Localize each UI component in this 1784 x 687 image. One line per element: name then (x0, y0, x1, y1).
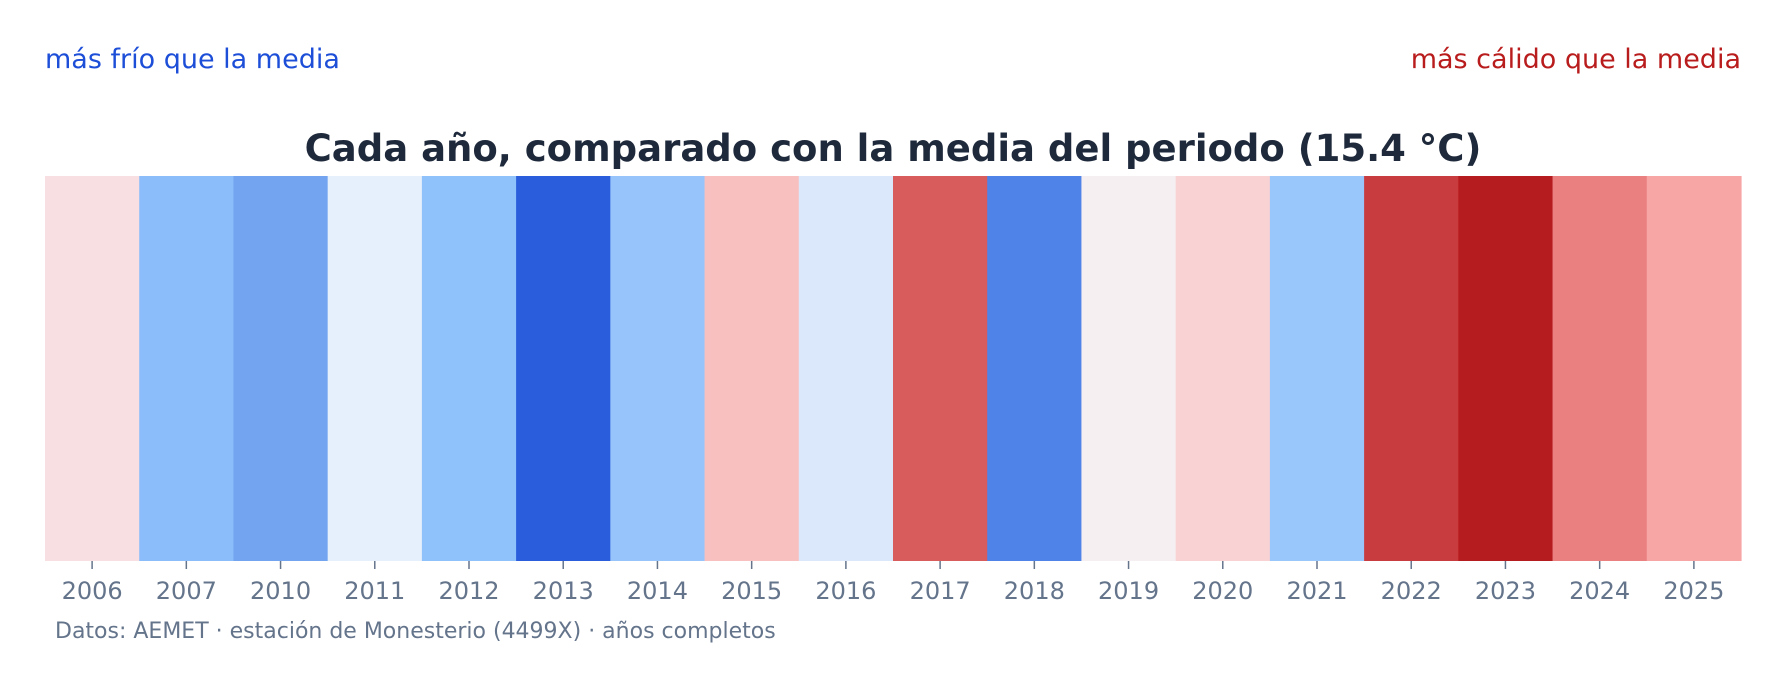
stripe-2015 (704, 176, 800, 561)
x-tick-label-2018: 2018 (1004, 577, 1065, 605)
legend-warmer-label: más cálido que la media (1411, 44, 1741, 75)
x-tick-label-2025: 2025 (1663, 577, 1724, 605)
chart-title: Cada año, comparado con la media del per… (305, 127, 1482, 170)
stripes-group (45, 176, 1742, 561)
x-tick-label-2014: 2014 (627, 577, 688, 605)
x-tick-label-2019: 2019 (1098, 577, 1159, 605)
x-tick-label-2010: 2010 (250, 577, 311, 605)
x-tick-label-2012: 2012 (438, 577, 499, 605)
stripe-2007 (139, 176, 235, 561)
stripe-2017 (893, 176, 988, 561)
stripe-2024 (1552, 176, 1648, 561)
stripe-2006 (45, 176, 140, 561)
x-tick-label-2024: 2024 (1569, 577, 1630, 605)
stripe-2013 (516, 176, 611, 561)
legend-colder-label: más frío que la media (45, 44, 340, 75)
stripe-2019 (1081, 176, 1177, 561)
stripe-2025 (1646, 176, 1742, 561)
stripe-2016 (798, 176, 894, 561)
stripe-2012 (421, 176, 517, 561)
stripe-2020 (1175, 176, 1271, 561)
stripe-2022 (1364, 176, 1459, 561)
x-tick-label-2017: 2017 (910, 577, 971, 605)
x-axis-tick-labels: 2006 2007 2010 2011 2012 2013 2014 2015 2016 2017… (62, 577, 1725, 605)
x-tick-label-2015: 2015 (721, 577, 782, 605)
x-tick-label-2016: 2016 (815, 577, 876, 605)
source-note: Datos: AEMET · estación de Monesterio (4… (55, 619, 776, 644)
x-tick-label-2007: 2007 (156, 577, 217, 605)
x-tick-label-2011: 2011 (344, 577, 405, 605)
stripe-2011 (327, 176, 423, 561)
stripe-2021 (1269, 176, 1365, 561)
x-tick-label-2020: 2020 (1192, 577, 1253, 605)
stripe-2018 (987, 176, 1083, 561)
stripe-2014 (610, 176, 706, 561)
x-axis-ticks (91, 561, 1695, 569)
x-tick-label-2023: 2023 (1475, 577, 1536, 605)
stripe-2010 (233, 176, 329, 561)
x-tick-label-2022: 2022 (1381, 577, 1442, 605)
x-tick-label-2021: 2021 (1286, 577, 1347, 605)
stripe-2023 (1458, 176, 1554, 561)
x-tick-label-2006: 2006 (62, 577, 123, 605)
x-tick-label-2013: 2013 (533, 577, 594, 605)
